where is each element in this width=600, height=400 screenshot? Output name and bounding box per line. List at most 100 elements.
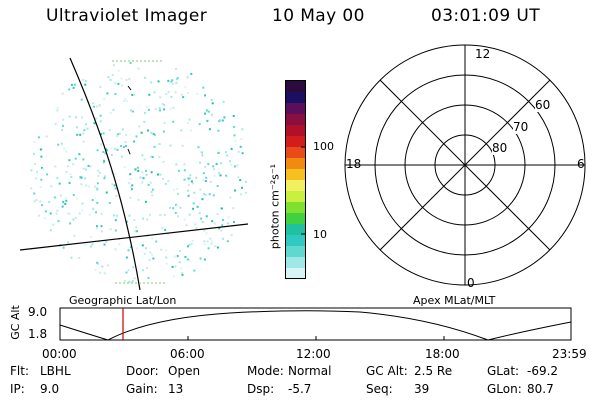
emission-pixel [106, 92, 109, 95]
emission-pixel [70, 176, 73, 178]
emission-pixel [85, 168, 88, 171]
emission-pixel [201, 221, 204, 224]
emission-pixel [152, 257, 155, 260]
emission-pixel [57, 143, 60, 146]
emission-pixel [230, 147, 233, 150]
emission-pixel [146, 234, 149, 237]
emission-pixel [171, 79, 174, 82]
emission-pixel [123, 100, 125, 102]
emission-pixel [105, 240, 107, 243]
colorbar-segment [286, 92, 305, 104]
emission-pixel [159, 96, 162, 99]
emission-pixel [176, 188, 179, 191]
emission-pixel [183, 163, 186, 166]
emission-pixel [241, 128, 244, 131]
emission-pixel [134, 230, 137, 232]
emission-pixel [186, 122, 189, 125]
seq-value: 39 [414, 382, 430, 396]
colorbar-segment [286, 213, 305, 225]
emission-pixel [60, 142, 63, 145]
emission-pixel [133, 277, 136, 280]
emission-pixel [216, 185, 219, 187]
emission-pixel [153, 91, 156, 94]
emission-pixel [115, 195, 118, 197]
emission-pixel [62, 201, 65, 204]
colorbar-segment [286, 158, 305, 170]
emission-pixel [195, 176, 198, 179]
emission-pixel [170, 80, 173, 83]
emission-pixel [109, 111, 112, 114]
emission-pixel [245, 191, 248, 194]
emission-pixel [100, 143, 103, 146]
emission-pixel [218, 120, 221, 123]
emission-pixel [190, 72, 193, 75]
emission-pixel [117, 238, 120, 240]
emission-pixel [177, 215, 179, 218]
ip-value: 9.0 [40, 382, 60, 396]
emission-pixel [56, 209, 59, 212]
emission-pixel [97, 169, 100, 172]
emission-pixel [104, 175, 106, 178]
emission-pixel [206, 109, 208, 112]
emission-pixel [211, 113, 213, 116]
emission-pixel [153, 145, 156, 148]
emission-pixel [187, 177, 190, 180]
emission-pixel [40, 155, 43, 158]
colorbar-tick-100: 100 [313, 140, 334, 153]
colorbar-segment [286, 114, 305, 126]
emission-pixel [151, 237, 154, 240]
emission-pixel [94, 185, 97, 188]
emission-pixel [223, 116, 226, 119]
emission-pixel [198, 212, 201, 215]
emission-pixel [43, 217, 46, 220]
emission-pixel [174, 91, 177, 94]
altitude-curve [59, 310, 572, 341]
emission-pixel [200, 217, 203, 220]
emission-pixel [205, 215, 208, 218]
emission-pixel [116, 148, 119, 151]
lat-label-60: 60 [535, 98, 551, 112]
emission-pixel [226, 240, 229, 243]
emission-pixel [88, 185, 91, 188]
emission-pixel [72, 194, 75, 197]
emission-pixel [96, 149, 99, 152]
emission-pixel [84, 123, 87, 126]
emission-pixel [188, 177, 191, 180]
emission-pixel [226, 175, 229, 178]
timeline-ytick-bottom: 1.8 [28, 327, 48, 341]
emission-pixel [70, 83, 73, 86]
glon-key: GLon: [487, 382, 522, 396]
emission-pixel [121, 128, 124, 131]
emission-pixel [234, 165, 236, 168]
emission-pixel [209, 181, 212, 183]
emission-pixel [229, 196, 232, 199]
latitude-line [19, 223, 249, 251]
colorbar-unit-label: photon cm⁻²s⁻¹ [268, 163, 282, 250]
tick-mark [127, 148, 131, 155]
emission-pixel [188, 118, 191, 121]
emission-pixel [143, 112, 146, 114]
colorbar-segment [286, 125, 305, 137]
emission-pixel [82, 132, 85, 135]
emission-pixel [115, 214, 118, 217]
emission-pixel [114, 93, 117, 95]
emission-pixel [110, 147, 113, 150]
emission-pixel [138, 125, 141, 128]
emission-pixel [222, 219, 225, 221]
emission-pixel [128, 214, 131, 217]
emission-pixel [99, 114, 102, 117]
emission-pixel [206, 240, 209, 243]
emission-pixel [129, 62, 132, 64]
filter-value: LBHL [40, 364, 71, 378]
apex-panel-label: Apex MLat/MLT [413, 294, 496, 307]
emission-pixel [234, 139, 237, 142]
colorbar-segment [286, 180, 305, 192]
emission-pixel [37, 214, 40, 217]
emission-pixel [185, 224, 188, 227]
emission-pixel [149, 181, 152, 184]
emission-pixel [82, 140, 85, 143]
emission-pixel [76, 197, 79, 200]
emission-pixel [48, 200, 51, 203]
emission-pixel [233, 125, 236, 128]
emission-pixel [144, 200, 147, 203]
